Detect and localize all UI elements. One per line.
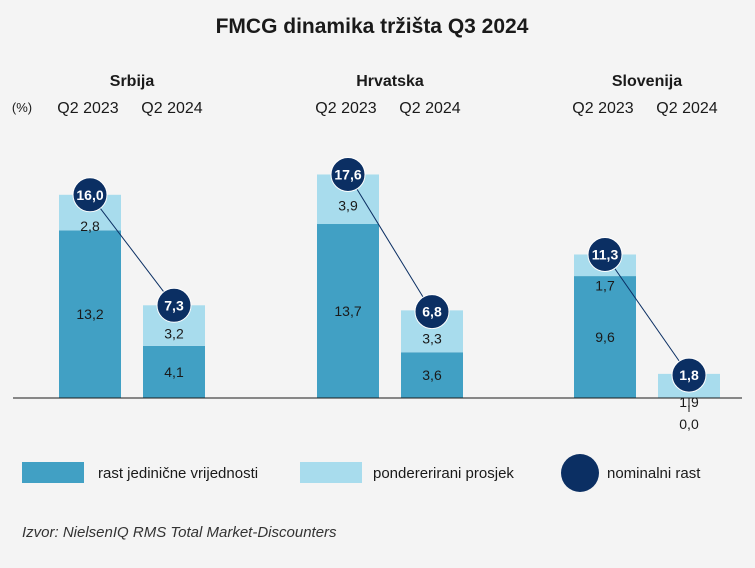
nominal-value-srbija-q2-2023: 16,0 [76,187,103,203]
nominal-value-hrvatska-q2-2023: 17,6 [334,166,361,182]
period-label-srbija-q2-2024: Q2 2024 [141,100,202,117]
nominal-connector-srbija [89,194,175,306]
value-label-unit-hrvatska-q2-2024: 3,6 [422,367,442,383]
value-label-average-srbija-q2-2023: 2,8 [80,218,100,234]
nominal-marker-slovenija-q2-2024 [671,357,707,393]
legend-swatch-unit-value-growth [22,462,84,483]
value-label-average-hrvatska-q2-2023: 3,9 [338,197,358,213]
nominal-marker-hrvatska-q2-2024 [414,294,450,330]
group-label-slovenija: Slovenija [612,73,682,90]
period-label-hrvatska-q2-2023: Q2 2023 [315,100,376,117]
nominal-connector-hrvatska [347,174,433,312]
nominal-value-slovenija-q2-2023: 11,3 [592,246,619,262]
value-label-average-slovenija-q2-2023: 1,7 [595,277,615,293]
value-label-average-srbija-q2-2024: 3,2 [164,325,184,341]
nominal-marker-hrvatska-q2-2023 [330,156,366,192]
bar-unit-value-hrvatska-q2-2023 [317,224,379,398]
value-label-unit-slovenija-q2-2024: 0,0 [679,416,699,432]
period-label-srbija-q2-2023: Q2 2023 [57,100,118,117]
nominal-marker-srbija-q2-2023 [72,177,108,213]
chart-title: FMCG dinamika tržišta Q3 2024 [216,15,529,38]
value-label-average-slovenija-q2-2024: 1,9 [679,394,699,410]
legend-marker-nominal-growth [561,454,599,492]
value-label-unit-hrvatska-q2-2023: 13,7 [334,303,361,319]
legend-label-nominal-growth: nominalni rast [607,465,701,482]
value-label-average-hrvatska-q2-2024: 3,3 [422,330,442,346]
unit-label: (%) [12,100,32,115]
value-label-unit-slovenija-q2-2023: 9,6 [595,329,615,345]
bar-unit-value-slovenija-q2-2023 [574,276,636,398]
value-label-unit-srbija-q2-2024: 4,1 [164,364,184,380]
legend: rast jedinične vrijednosti pondererirani… [22,454,701,492]
group-label-srbija: Srbija [110,73,155,90]
value-label-unit-srbija-q2-2023: 13,2 [76,306,103,322]
nominal-marker-slovenija-q2-2023 [587,236,623,272]
bar-unit-value-hrvatska-q2-2024 [401,352,463,398]
period-label-slovenija-q2-2024: Q2 2024 [656,100,717,117]
nominal-value-srbija-q2-2024: 7,3 [164,297,184,313]
bar-value-labels: 13,2 2,8 4,1 3,2 13,7 3,9 3,6 3,3 9,6 1,7 0,0 1,9 [76,197,699,432]
nominal-value-slovenija-q2-2024: 1,8 [679,367,699,383]
period-label-hrvatska-q2-2024: Q2 2024 [399,100,460,117]
period-label-slovenija-q2-2023: Q2 2023 [572,100,633,117]
bar-unit-value-srbija-q2-2024 [143,345,205,398]
nominal-marker-srbija-q2-2024 [156,287,192,323]
nominal-markers: 16,0 7,3 17,6 6,8 11,3 1,8 [72,156,707,393]
bar-unit-value-srbija-q2-2023 [59,230,121,398]
group-headers: Srbija Q2 2023 Q2 2024 Hrvatska Q2 2023 Q2 20… [57,73,717,117]
legend-swatch-weighted-average [300,462,362,483]
nominal-value-hrvatska-q2-2024: 6,8 [422,304,442,320]
legend-label-weighted-average: pondererirani prosjek [373,465,514,482]
legend-label-unit-value-growth: rast jedinične vrijednosti [98,465,258,482]
group-label-hrvatska: Hrvatska [356,73,424,90]
source-note: Izvor: NielsenIQ RMS Total Market-Discou… [22,524,337,541]
bars [59,174,720,398]
nominal-connector-slovenija [604,254,690,376]
